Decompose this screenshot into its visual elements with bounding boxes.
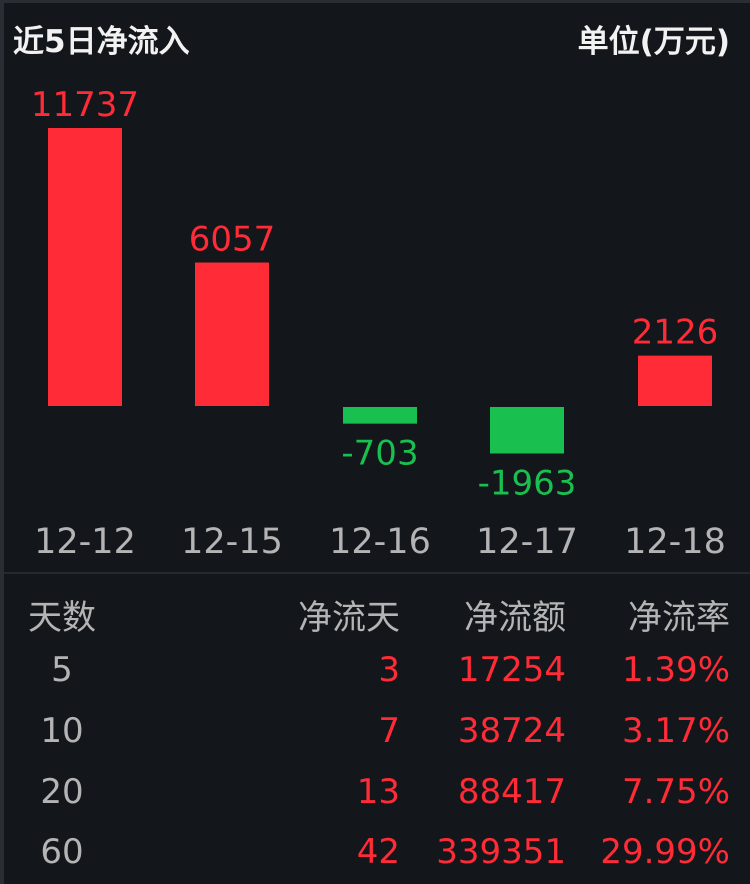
x-tick-label: 12-15 xyxy=(181,522,283,562)
days-cell: 20 xyxy=(40,772,84,812)
data-label: 11737 xyxy=(31,85,139,125)
bar-12-15 xyxy=(195,262,269,406)
days-cell: 10 xyxy=(40,711,84,751)
x-tick-label: 12-17 xyxy=(476,522,578,562)
left-border xyxy=(0,0,4,884)
value-cell: 339351 xyxy=(436,832,566,872)
unit-label: 单位(万元) xyxy=(577,24,730,60)
value-cell: 7 xyxy=(378,711,400,751)
divider xyxy=(4,572,750,574)
value-cell: 88417 xyxy=(457,772,566,812)
column-header: 净流天 xyxy=(298,598,400,638)
value-cell: 38724 xyxy=(457,711,566,751)
value-cell: 17254 xyxy=(457,650,566,690)
value-cell: 13 xyxy=(356,772,400,812)
data-label: 6057 xyxy=(189,220,276,260)
value-cell: 42 xyxy=(356,832,400,872)
x-tick-label: 12-12 xyxy=(34,522,136,562)
bar-12-17 xyxy=(490,407,564,454)
bar-12-16 xyxy=(343,407,417,424)
top-border xyxy=(0,0,750,3)
data-label: -1963 xyxy=(478,463,577,503)
value-cell: 7.75% xyxy=(621,772,730,812)
value-cell: 3.17% xyxy=(621,711,730,751)
value-cell: 3 xyxy=(378,650,400,690)
value-cell: 1.39% xyxy=(621,650,730,690)
column-header: 天数 xyxy=(28,598,96,638)
data-label: 2126 xyxy=(632,313,719,353)
days-cell: 5 xyxy=(51,650,73,690)
value-cell: 29.99% xyxy=(600,832,730,872)
net-inflow-bar-chart: 11737 12-12 6057 12-15 -703 12-16 -1963 12-17 21… xyxy=(31,85,726,562)
column-header: 净流率 xyxy=(628,598,730,638)
column-header: 净流额 xyxy=(464,598,566,638)
chart-title: 近5日净流入 xyxy=(13,24,190,60)
x-tick-label: 12-18 xyxy=(624,522,726,562)
x-tick-label: 12-16 xyxy=(329,522,431,562)
bar-12-12 xyxy=(48,128,122,406)
days-cell: 60 xyxy=(40,832,84,872)
data-label: -703 xyxy=(341,434,418,474)
bar-12-18 xyxy=(638,355,712,406)
